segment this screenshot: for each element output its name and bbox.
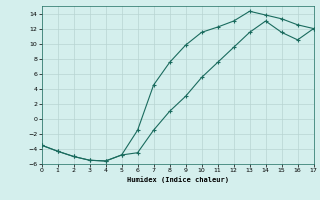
X-axis label: Humidex (Indice chaleur): Humidex (Indice chaleur) xyxy=(127,176,228,183)
